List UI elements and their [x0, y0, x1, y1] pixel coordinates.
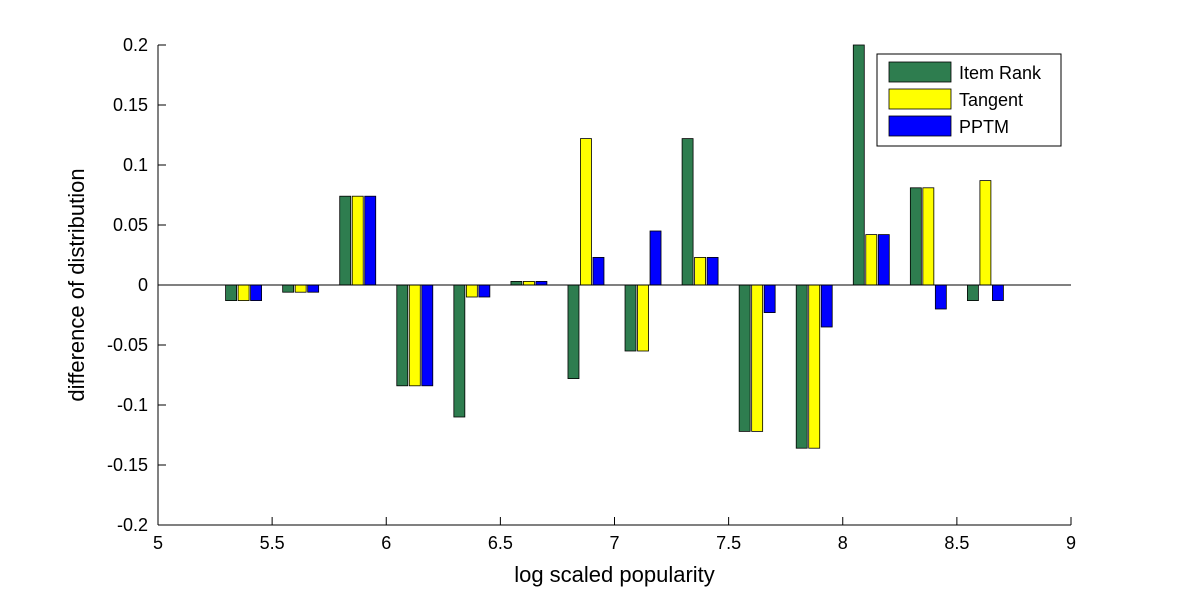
x-tick-label: 6 [381, 533, 391, 553]
bar-item-rank-0 [225, 284, 237, 302]
bar-tangent-4 [465, 284, 478, 298]
bar-pptm-5 [535, 280, 548, 286]
legend-label: Item Rank [959, 63, 1042, 83]
y-tick-label: -0.05 [107, 335, 148, 355]
bar-tangent-9 [751, 284, 764, 432]
bar-item-rank-5 [510, 280, 523, 286]
bar-item-rank-4 [453, 284, 466, 418]
x-axis-title: log scaled popularity [514, 562, 715, 587]
bar-item-rank-2 [339, 195, 352, 286]
y-axis-title: difference of distribution [64, 168, 89, 401]
bar-pptm-0 [250, 284, 262, 302]
x-tick-label: 7 [609, 533, 619, 553]
bar-item-rank-9 [738, 284, 751, 432]
legend-swatch [888, 115, 952, 137]
bar-pptm-13 [992, 284, 1004, 302]
bar-pptm-7 [649, 230, 662, 286]
y-tick-label: -0.15 [107, 455, 148, 475]
bar-item-rank-3 [396, 284, 409, 387]
bar-pptm-6 [592, 256, 605, 286]
bar-pptm-2 [364, 195, 377, 286]
bar-pptm-9 [763, 284, 776, 314]
y-tick-label: 0.2 [123, 35, 148, 55]
legend-label: PPTM [959, 117, 1009, 137]
bar-tangent-2 [351, 195, 364, 286]
legend: Item Rank Tangent PPTM [876, 53, 1062, 147]
bar-tangent-1 [294, 284, 307, 293]
bar-pptm-12 [934, 284, 947, 310]
bar-tangent-7 [637, 284, 649, 352]
bar-tangent-11 [865, 234, 878, 286]
bar-item-rank-13 [967, 284, 979, 302]
bar-tangent-12 [922, 187, 935, 286]
bar-pptm-10 [820, 284, 833, 328]
bar-item-rank-6 [567, 284, 580, 379]
bar-tangent-13 [979, 180, 992, 286]
bar-pptm-1 [307, 284, 320, 293]
legend-swatch [888, 61, 952, 83]
legend-swatch [888, 88, 952, 110]
y-tick-label: -0.1 [117, 395, 148, 415]
x-tick-label: 8.5 [944, 533, 969, 553]
bar-pptm-4 [478, 284, 491, 298]
bar-item-rank-1 [282, 284, 295, 293]
y-tick-label: 0.05 [113, 215, 148, 235]
x-tick-label: 5.5 [260, 533, 285, 553]
axes-group: 5 5.5 6 6.5 7 7.5 8 8.5 9 -0.2 -0.15 -0.1 -0.05 0 0.05… [107, 35, 1076, 553]
bar-pptm-3 [421, 284, 434, 387]
x-tick-label: 9 [1066, 533, 1076, 553]
bar-item-rank-7 [624, 284, 637, 352]
bar-item-rank-8 [681, 138, 694, 286]
bar-pptm-8 [706, 256, 719, 286]
bar-tangent-10 [808, 284, 821, 449]
legend-label: Tangent [959, 90, 1023, 110]
bar-item-rank-11 [852, 44, 865, 286]
bar-tangent-0 [237, 284, 250, 302]
y-tick-label: 0 [138, 275, 148, 295]
y-tick-label: 0.15 [113, 95, 148, 115]
y-tick-label: -0.2 [117, 515, 148, 535]
bar-tangent-3 [408, 284, 421, 387]
x-tick-label: 7.5 [716, 533, 741, 553]
y-tick-label: 0.1 [123, 155, 148, 175]
bar-tangent-5 [523, 280, 535, 286]
bar-tangent-6 [580, 138, 592, 286]
x-tick-label: 8 [838, 533, 848, 553]
bar-pptm-11 [877, 234, 890, 286]
bar-item-rank-12 [909, 187, 922, 286]
bar-tangent-8 [694, 256, 706, 286]
x-tick-label: 5 [153, 533, 163, 553]
bar-item-rank-10 [795, 284, 808, 449]
x-tick-label: 6.5 [488, 533, 513, 553]
